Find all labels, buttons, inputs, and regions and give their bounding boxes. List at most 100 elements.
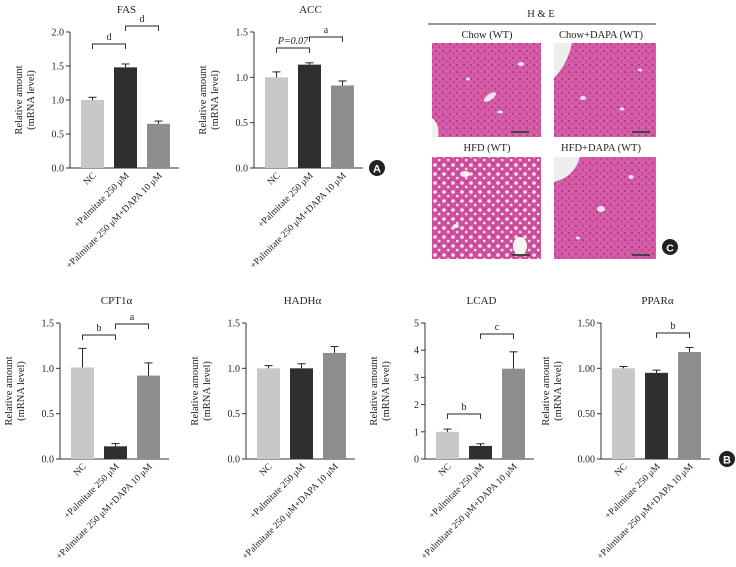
bar xyxy=(265,77,288,168)
y-axis-label: Relative amount xyxy=(369,356,380,425)
significance-bracket xyxy=(480,333,514,339)
y-tick-label: 0.00 xyxy=(578,455,596,466)
histology-image-hfd-dapa xyxy=(554,157,656,259)
significance-bracket xyxy=(276,47,310,53)
significance-bracket xyxy=(92,43,126,49)
y-tick-label: 0.5 xyxy=(42,409,55,420)
y-tick-label: 0.5 xyxy=(236,118,249,129)
x-tick-label: NC xyxy=(258,462,274,478)
bar xyxy=(298,64,321,168)
y-tick-label: 0 xyxy=(414,455,419,466)
significance-label: a xyxy=(324,25,329,36)
bar xyxy=(257,368,280,459)
bar xyxy=(645,372,668,459)
y-tick-label: 1.50 xyxy=(578,319,596,330)
panel-a-badge: A xyxy=(369,160,385,176)
bar xyxy=(331,85,354,168)
y-tick-label: 5 xyxy=(414,319,419,330)
x-tick-label: +Palmitate 250 μM xyxy=(62,462,122,522)
y-axis-label-unit: (mRNA level) xyxy=(202,361,213,421)
y-tick-label: 0.0 xyxy=(236,164,249,175)
significance-bracket xyxy=(447,413,481,419)
y-tick-label: 1.5 xyxy=(52,62,65,73)
y-axis-label-unit: (mRNA level) xyxy=(553,361,564,421)
cpt1a-chart: CPT1α 0.0 0.5 1.0 1.5 Relative amount (mRNA le… xyxy=(4,295,169,562)
histology-image-hfd xyxy=(432,157,541,259)
x-tick-label: NC xyxy=(437,462,453,478)
significance-bracket xyxy=(656,332,690,338)
histology-label-chow: Chow (WT) xyxy=(461,30,513,41)
histology-label-hfd-dapa: HFD+DAPA (WT) xyxy=(561,143,641,154)
chart-title: CPT1α xyxy=(101,295,133,307)
x-tick-label: +Palmitate 250 μM xyxy=(248,462,308,522)
svg-text:B: B xyxy=(723,455,731,467)
ppara-chart: PPARα 0.00 0.50 1.00 1.50 Relative amount (mRN… xyxy=(541,295,710,562)
panel-b-badge: B xyxy=(719,451,735,467)
histology-label-hfd: HFD (WT) xyxy=(464,143,511,154)
x-tick-label: +Palmitate 250 μM xyxy=(72,171,132,231)
y-tick-label: 1.0 xyxy=(228,364,241,375)
significance-bracket xyxy=(309,36,343,42)
significance-label: b xyxy=(462,402,467,413)
significance-label: P=0.07 xyxy=(277,36,309,47)
histology-title: H & E xyxy=(527,9,554,20)
acc-chart: ACC 0.0 0.5 1.0 1.5 Relative amount (mRNA leve… xyxy=(198,4,363,271)
bar xyxy=(502,368,525,459)
bar xyxy=(469,445,492,459)
bar xyxy=(114,67,137,168)
significance-bracket xyxy=(82,334,116,340)
x-tick-label: +Palmitate 250 μM xyxy=(256,171,316,231)
histology-panel: H & E Chow (WT) Chow+DAPA (WT) HFD (WT) … xyxy=(428,9,678,259)
y-tick-label: 1.0 xyxy=(52,96,65,107)
chart-title: FAS xyxy=(117,4,136,16)
bar xyxy=(71,367,94,459)
y-tick-label: 1.5 xyxy=(42,319,55,330)
x-tick-label: NC xyxy=(82,171,98,187)
chart-title: ACC xyxy=(299,4,322,16)
y-axis-label: Relative amount xyxy=(190,356,201,425)
y-tick-label: 1.0 xyxy=(42,364,55,375)
y-tick-label: 0.50 xyxy=(578,409,596,420)
y-axis-label: Relative amount xyxy=(198,65,209,134)
svg-text:A: A xyxy=(373,164,381,176)
x-tick-label: +Palmitate 250 μM xyxy=(603,462,663,522)
y-tick-label: 1.5 xyxy=(228,319,241,330)
bar xyxy=(81,100,104,168)
histology-image-chow-dapa xyxy=(554,43,656,137)
lcad-chart: LCAD 0 1 2 3 4 5 Relative amount (mRNA level) NC+… xyxy=(369,295,534,562)
histology-image-chow xyxy=(432,43,541,137)
bar xyxy=(323,352,346,459)
significance-label: d xyxy=(140,14,145,25)
bar xyxy=(147,123,170,168)
bar xyxy=(137,375,160,459)
bar xyxy=(678,352,701,459)
y-tick-label: 0.5 xyxy=(52,130,65,141)
svg-text:C: C xyxy=(666,243,674,255)
significance-label: d xyxy=(107,32,112,43)
y-axis-label: Relative amount xyxy=(14,65,25,134)
y-tick-label: 4 xyxy=(414,346,419,357)
significance-label: b xyxy=(671,321,676,332)
chart-title: HADHα xyxy=(284,295,322,307)
y-tick-label: 1 xyxy=(414,427,419,438)
bar xyxy=(612,368,635,459)
panel-c-badge: C xyxy=(662,239,678,255)
y-axis-label-unit: (mRNA level) xyxy=(381,361,392,421)
y-tick-label: 2 xyxy=(414,400,419,411)
bar xyxy=(104,446,127,459)
fas-chart: FAS 0.0 0.5 1.0 1.5 2.0 Relative amount (mRNA l… xyxy=(14,4,179,271)
x-tick-label: NC xyxy=(72,462,88,478)
y-tick-label: 3 xyxy=(414,373,419,384)
y-tick-label: 2.0 xyxy=(52,28,65,39)
significance-bracket xyxy=(115,323,149,329)
y-tick-label: 0.0 xyxy=(42,455,55,466)
hadha-chart: HADHα 0.0 0.5 1.0 1.5 Relative amount (mRNA le… xyxy=(190,295,355,562)
y-tick-label: 0.0 xyxy=(228,455,241,466)
bar xyxy=(290,368,313,459)
bar xyxy=(436,431,459,459)
y-tick-label: 1.0 xyxy=(236,73,249,84)
x-tick-label: NC xyxy=(613,462,629,478)
y-axis-label-unit: (mRNA level) xyxy=(210,70,221,130)
y-tick-label: 1.00 xyxy=(578,364,596,375)
